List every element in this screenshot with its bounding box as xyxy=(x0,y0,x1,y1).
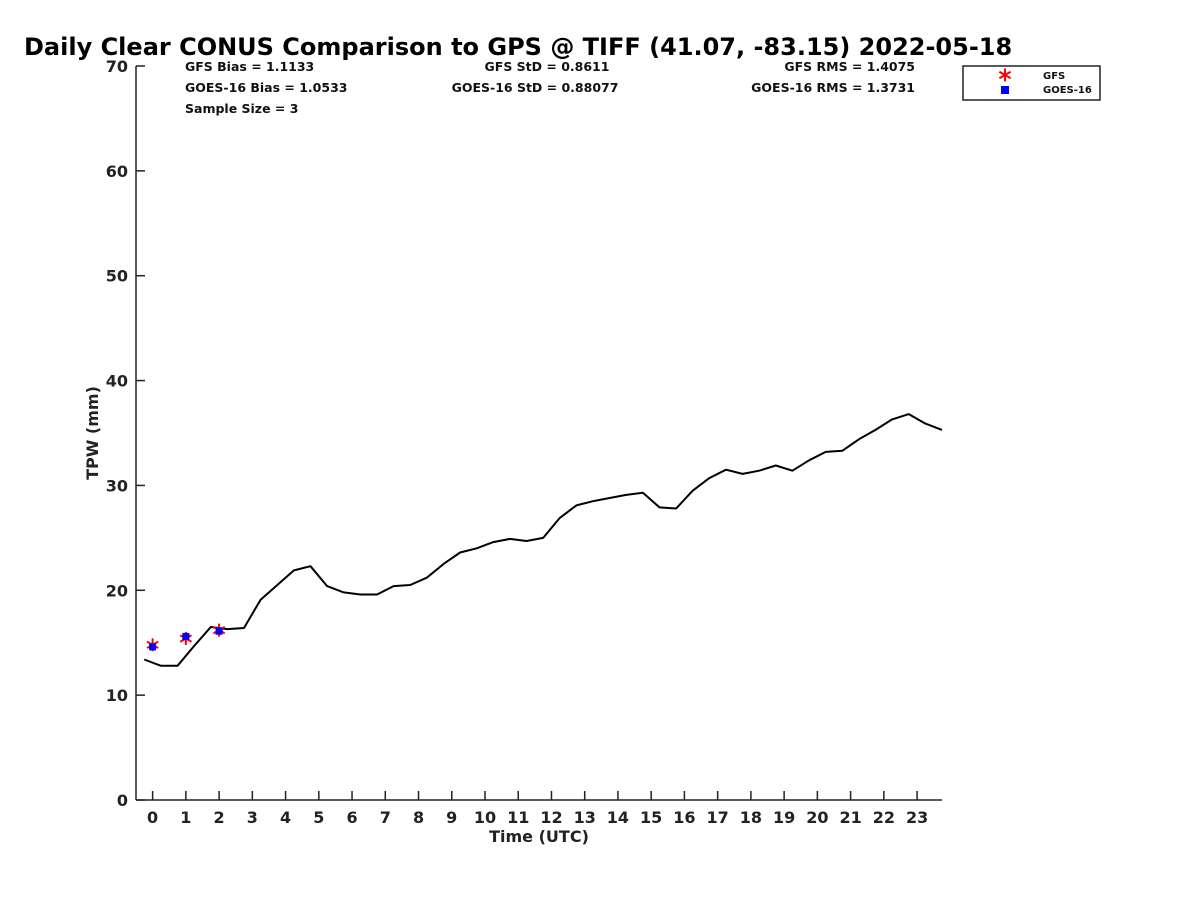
stat-text: GOES-16 Bias = 1.0533 xyxy=(185,80,347,95)
x-tick-label: 19 xyxy=(773,808,795,827)
x-tick-label: 18 xyxy=(740,808,762,827)
y-tick-label: 10 xyxy=(106,686,128,705)
x-tick-label: 23 xyxy=(906,808,928,827)
y-tick-label: 70 xyxy=(106,57,128,76)
stat-text: GOES-16 RMS = 1.3731 xyxy=(751,80,915,95)
goes16-point xyxy=(149,643,157,651)
x-tick-label: 12 xyxy=(540,808,562,827)
legend-box xyxy=(962,65,1101,101)
x-tick-label: 11 xyxy=(507,808,529,827)
legend-gfs-label: GFS xyxy=(1043,71,1065,82)
x-tick-label: 22 xyxy=(873,808,895,827)
x-tick-label: 9 xyxy=(446,808,457,827)
x-axis-label: Time (UTC) xyxy=(489,827,589,846)
y-tick-label: 30 xyxy=(106,476,128,495)
legend: GFS GOES-16 xyxy=(962,65,1101,101)
legend-goes16-label: GOES-16 xyxy=(1043,85,1092,96)
x-tick-label: 14 xyxy=(607,808,629,827)
x-tick-label: 8 xyxy=(413,808,424,827)
x-tick-label: 10 xyxy=(474,808,496,827)
x-tick-label: 4 xyxy=(280,808,291,827)
y-axis-label: TPW (mm) xyxy=(83,386,102,480)
stat-text: Sample Size = 3 xyxy=(185,101,298,116)
legend-gfs-symbol xyxy=(998,68,1012,82)
chart-title: Daily Clear CONUS Comparison to GPS @ TI… xyxy=(24,33,1012,61)
x-tick-label: 21 xyxy=(839,808,861,827)
x-tick-label: 3 xyxy=(247,808,258,827)
x-tick-label: 1 xyxy=(180,808,191,827)
stats-block: GFS Bias = 1.1133 GFS StD = 0.8611 GFS RMS… xyxy=(185,59,915,116)
stat-text: GFS RMS = 1.4075 xyxy=(784,59,915,74)
y-tick-label: 0 xyxy=(117,791,128,810)
gps-tpw-line xyxy=(143,413,943,667)
stat-text: GFS StD = 0.8611 xyxy=(485,59,610,74)
plot-area xyxy=(143,413,943,667)
x-tick-label: 17 xyxy=(707,808,729,827)
goes16-point xyxy=(182,632,190,640)
x-tick-label: 6 xyxy=(346,808,357,827)
x-tick-label: 13 xyxy=(574,808,596,827)
x-tick-label: 16 xyxy=(673,808,695,827)
x-tick-label: 5 xyxy=(313,808,324,827)
y-tick-label: 20 xyxy=(106,581,128,600)
y-tick-label: 40 xyxy=(106,372,128,391)
x-tick-label: 2 xyxy=(214,808,225,827)
x-tick-label: 15 xyxy=(640,808,662,827)
x-tick-label: 20 xyxy=(806,808,828,827)
legend-goes16-symbol xyxy=(1001,86,1009,94)
stat-text: GOES-16 StD = 0.88077 xyxy=(452,80,619,95)
y-tick-label: 50 xyxy=(106,267,128,286)
goes16-point xyxy=(215,627,223,635)
stat-text: GFS Bias = 1.1133 xyxy=(185,59,314,74)
x-tick-label: 0 xyxy=(147,808,158,827)
y-tick-label: 60 xyxy=(106,162,128,181)
x-tick-label: 7 xyxy=(380,808,391,827)
